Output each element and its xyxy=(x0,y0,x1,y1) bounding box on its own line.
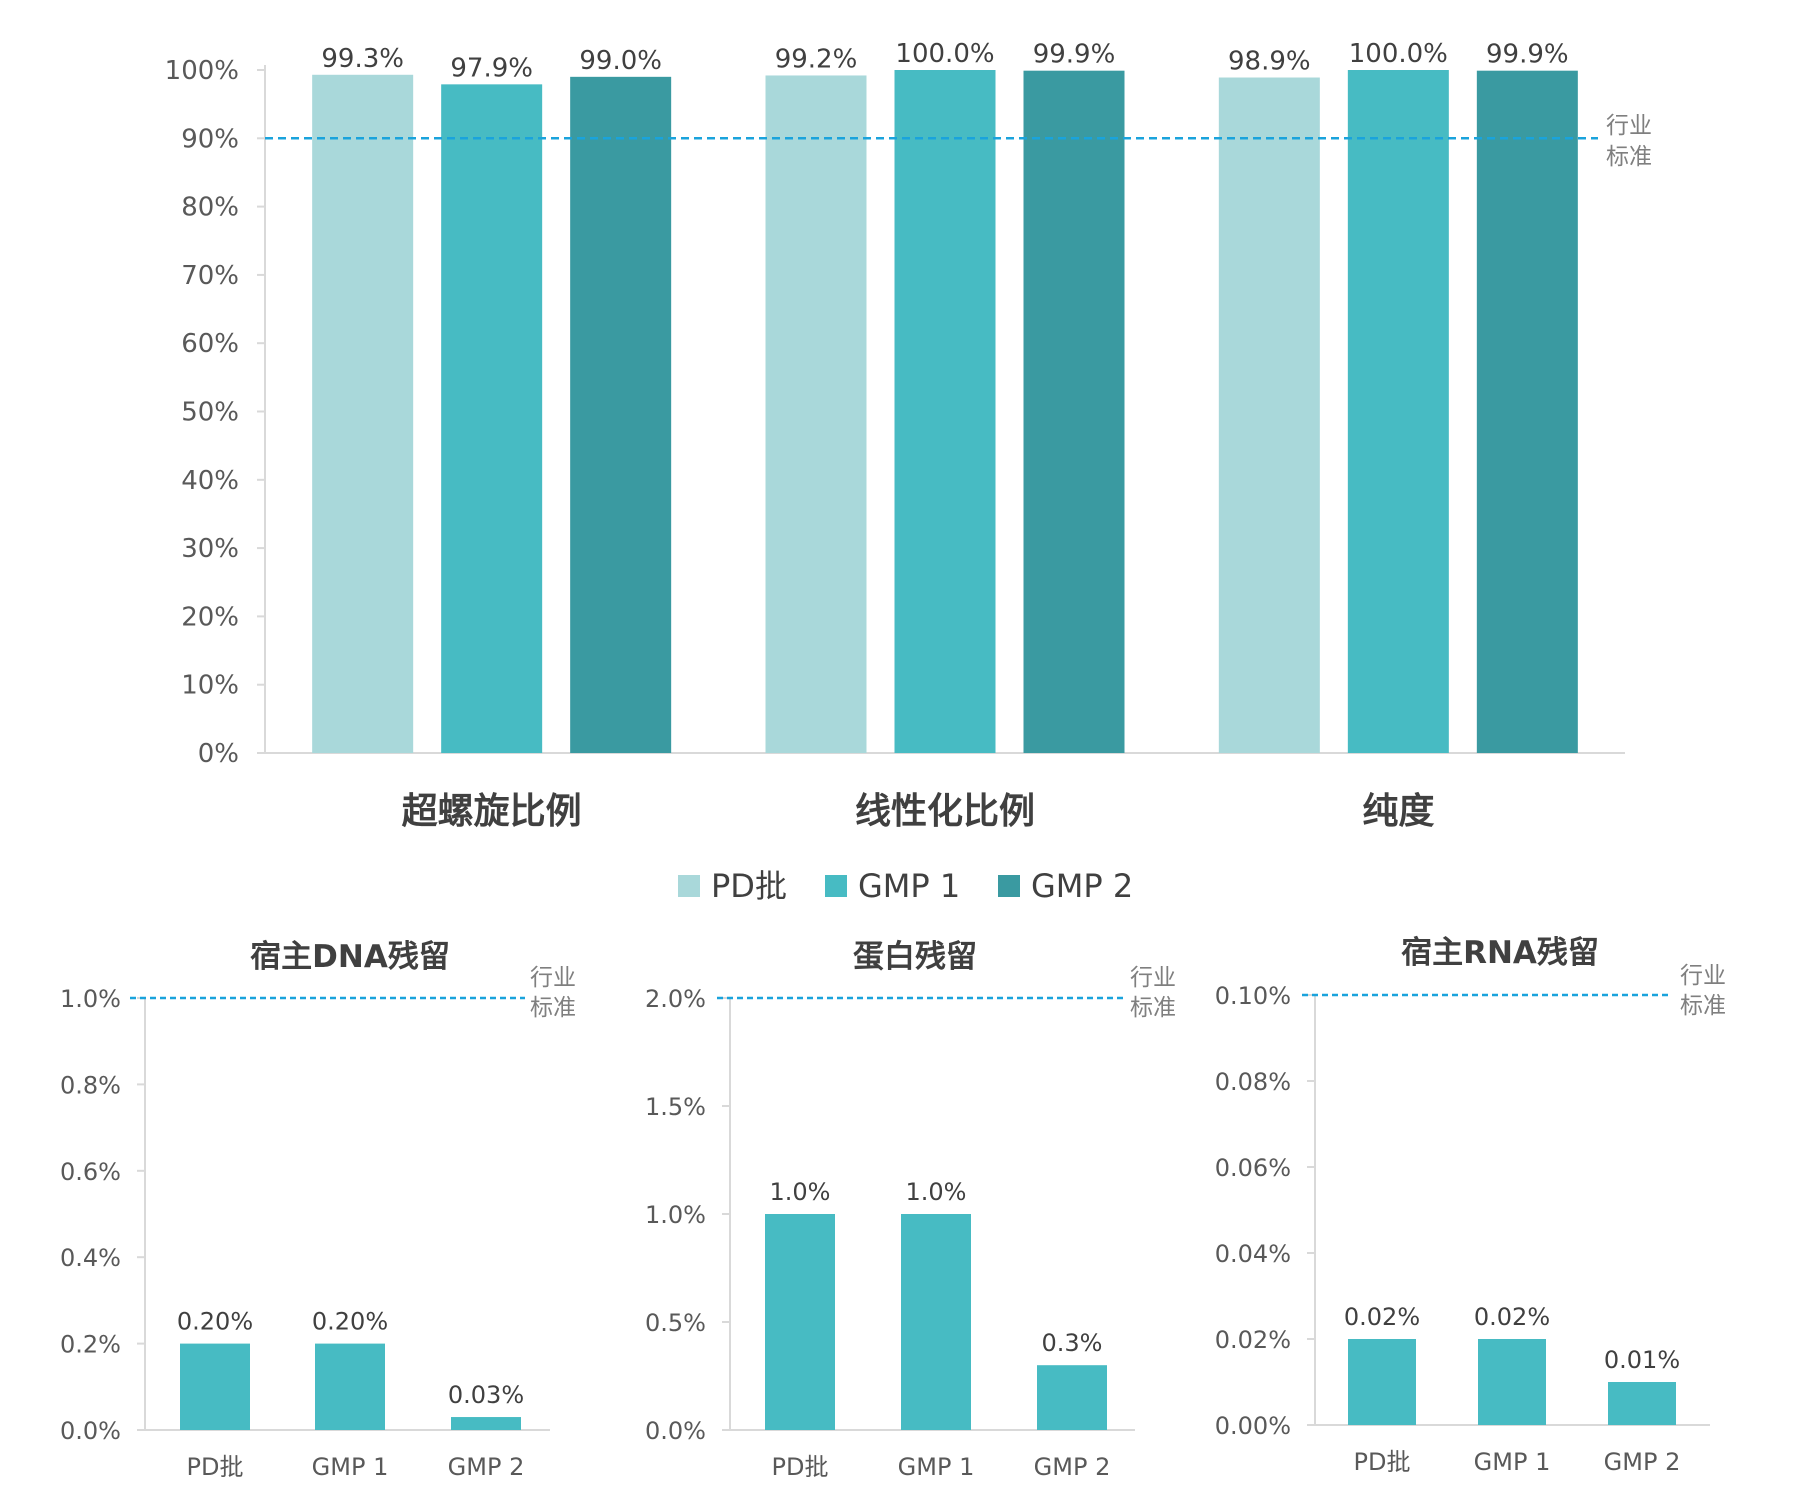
bar xyxy=(901,1214,971,1430)
y-tick-label: 0% xyxy=(198,739,239,769)
category-label: PD批 xyxy=(772,1453,829,1481)
y-tick-label: 50% xyxy=(181,398,239,428)
legend-swatch xyxy=(678,875,700,897)
y-tick-label: 0.06% xyxy=(1215,1154,1291,1182)
y-tick-label: 100% xyxy=(165,56,239,86)
industry-standard-label: 行业 xyxy=(1130,965,1176,991)
chart-title: 宿主DNA残留 xyxy=(250,939,450,975)
y-tick-label: 80% xyxy=(181,193,239,223)
data-label: 0.02% xyxy=(1474,1303,1550,1331)
y-tick-label: 0.5% xyxy=(645,1309,706,1337)
bar xyxy=(312,74,414,753)
data-label: 99.9% xyxy=(1486,40,1569,70)
bar xyxy=(570,76,672,753)
legend-label: GMP 2 xyxy=(1031,867,1133,905)
legend-label: GMP 1 xyxy=(858,867,960,905)
data-label: 1.0% xyxy=(770,1178,831,1206)
y-tick-label: 30% xyxy=(181,534,239,564)
data-label: 99.3% xyxy=(321,44,404,74)
industry-standard-label: 行业 xyxy=(1606,113,1652,139)
data-label: 100.0% xyxy=(1349,39,1448,69)
data-label: 1.0% xyxy=(906,1178,967,1206)
data-label: 98.9% xyxy=(1228,47,1311,77)
data-label: 99.9% xyxy=(1033,40,1116,70)
data-label: 99.0% xyxy=(579,46,662,76)
category-label: GMP 1 xyxy=(312,1453,389,1481)
bar xyxy=(1218,77,1320,753)
data-label: 0.01% xyxy=(1604,1346,1680,1374)
legend-swatch xyxy=(998,875,1020,897)
industry-standard-label: 行业 xyxy=(1680,963,1726,989)
category-label: 超螺旋比例 xyxy=(402,791,582,832)
bar xyxy=(765,1214,835,1430)
y-tick-label: 0.0% xyxy=(645,1417,706,1445)
data-label: 99.2% xyxy=(775,44,858,74)
category-label: 纯度 xyxy=(1362,791,1434,832)
industry-standard-label: 标准 xyxy=(530,995,576,1021)
bar xyxy=(1037,1365,1107,1430)
category-label: GMP 1 xyxy=(1474,1448,1551,1476)
bar xyxy=(441,84,543,753)
industry-standard-label: 标准 xyxy=(1606,144,1652,170)
bar xyxy=(1348,1339,1416,1425)
data-label: 100.0% xyxy=(895,39,994,69)
data-label: 97.9% xyxy=(450,53,533,83)
y-tick-label: 0.8% xyxy=(60,1071,121,1099)
y-tick-label: 0.10% xyxy=(1215,982,1291,1010)
category-label: GMP 2 xyxy=(448,1453,525,1481)
legend-label: PD批 xyxy=(711,867,787,905)
industry-standard-label: 标准 xyxy=(1130,995,1176,1021)
bar xyxy=(180,1343,250,1430)
bar xyxy=(1478,1339,1546,1425)
data-label: 0.20% xyxy=(312,1308,388,1336)
y-tick-label: 1.0% xyxy=(60,985,121,1013)
y-tick-label: 10% xyxy=(181,671,239,701)
y-tick-label: 1.0% xyxy=(645,1201,706,1229)
category-label: GMP 2 xyxy=(1604,1448,1681,1476)
y-tick-label: 20% xyxy=(181,602,239,632)
y-tick-label: 0.08% xyxy=(1215,1068,1291,1096)
bar xyxy=(1023,70,1125,754)
y-tick-label: 40% xyxy=(181,466,239,496)
category-label: GMP 1 xyxy=(898,1453,975,1481)
bar xyxy=(1476,70,1578,754)
data-label: 0.02% xyxy=(1344,1303,1420,1331)
y-tick-label: 2.0% xyxy=(645,985,706,1013)
y-tick-label: 70% xyxy=(181,261,239,291)
industry-standard-label: 行业 xyxy=(530,965,576,991)
bar xyxy=(315,1343,385,1430)
bar xyxy=(1608,1382,1676,1425)
y-tick-label: 0.6% xyxy=(60,1158,121,1186)
category-label: 线性化比例 xyxy=(855,791,1035,832)
category-label: GMP 2 xyxy=(1034,1453,1111,1481)
y-tick-label: 1.5% xyxy=(645,1093,706,1121)
data-label: 0.03% xyxy=(448,1381,524,1409)
industry-standard-label: 标准 xyxy=(1680,993,1726,1019)
data-label: 0.20% xyxy=(177,1308,253,1336)
bar xyxy=(765,75,867,754)
bar xyxy=(451,1417,521,1430)
chart-title: 蛋白残留 xyxy=(853,939,977,975)
legend-swatch xyxy=(825,875,847,897)
bar xyxy=(1347,70,1449,753)
data-label: 0.3% xyxy=(1042,1329,1103,1357)
y-tick-label: 0.04% xyxy=(1215,1240,1291,1268)
y-tick-label: 0.02% xyxy=(1215,1326,1291,1354)
y-tick-label: 0.2% xyxy=(60,1331,121,1359)
bar xyxy=(894,70,996,753)
category-label: PD批 xyxy=(187,1453,244,1481)
y-tick-label: 90% xyxy=(181,124,239,154)
category-label: PD批 xyxy=(1354,1448,1411,1476)
chart-title: 宿主RNA残留 xyxy=(1401,935,1599,971)
y-tick-label: 60% xyxy=(181,329,239,359)
y-tick-label: 0.0% xyxy=(60,1417,121,1445)
y-tick-label: 0.4% xyxy=(60,1244,121,1272)
y-tick-label: 0.00% xyxy=(1215,1412,1291,1440)
